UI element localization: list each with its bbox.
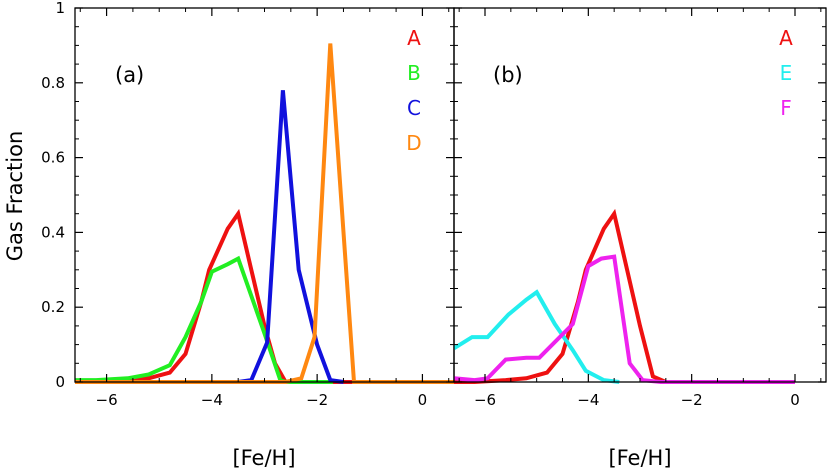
panel-a-legend-entry-c: C <box>407 96 421 120</box>
panel-a-y-tick-label: 0 <box>55 373 65 391</box>
panel-a-series-b-line <box>75 255 333 384</box>
panel-a-y-tick-label: 0.6 <box>41 149 65 167</box>
panel-b-x-axis-title: [Fe/H] <box>608 446 671 470</box>
panel-a-y-tick-label: 1 <box>55 0 65 17</box>
panel-a-x-axis-title: [Fe/H] <box>232 446 295 470</box>
panel-a-axes: −6 −4 −2 0 0 0.2 0.4 0.6 0.8 1 <box>41 0 454 409</box>
panel-a-legend-entry-a: A <box>407 26 421 50</box>
panel-a-legend-entry-d: D <box>406 131 421 155</box>
panel-b-legend-entry-a: A <box>779 26 793 50</box>
panel-b: −6 −4 −2 0 AEF (b) [Fe/H] <box>452 7 827 470</box>
panel-b-series-e-line <box>452 289 620 384</box>
panel-a-x-tick-label: −2 <box>306 391 328 409</box>
panel-a-series-a-line <box>75 208 454 384</box>
panel-a-y-tick-label: 0.8 <box>41 74 65 92</box>
panel-b-legend-entry-e: E <box>780 61 793 85</box>
panel-b-axes: −6 −4 −2 0 <box>454 7 826 409</box>
panel-a-plot-area <box>75 43 454 384</box>
panel-a-series-c-line <box>237 90 344 384</box>
panel-b-x-tick-label: −6 <box>474 391 496 409</box>
panel-b-x-tick-label: −2 <box>681 391 703 409</box>
panel-b-plot-area <box>452 208 795 384</box>
panel-b-x-tick-label: 0 <box>790 391 800 409</box>
panel-b-x-tick-label: −4 <box>577 391 599 409</box>
panel-a-label: (a) <box>115 63 144 87</box>
panel-b-series-a-line <box>454 208 795 384</box>
panel-a-x-tick-label: 0 <box>418 391 428 409</box>
panel-a-legend-entry-b: B <box>407 61 421 85</box>
panel-a-y-tick-label: 0.2 <box>41 298 65 316</box>
y-axis-title: Gas Fraction <box>3 131 27 262</box>
panel-b-label: (b) <box>493 63 523 87</box>
panel-a-y-tick-label: 0.4 <box>41 223 65 241</box>
panel-b-legend-entry-f: F <box>780 96 792 120</box>
panel-a-x-tick-label: −6 <box>96 391 118 409</box>
panel-a-x-tick-label: −4 <box>201 391 223 409</box>
panel-b-series-f-line <box>453 254 795 384</box>
panel-b-legend: AEF <box>779 26 793 120</box>
